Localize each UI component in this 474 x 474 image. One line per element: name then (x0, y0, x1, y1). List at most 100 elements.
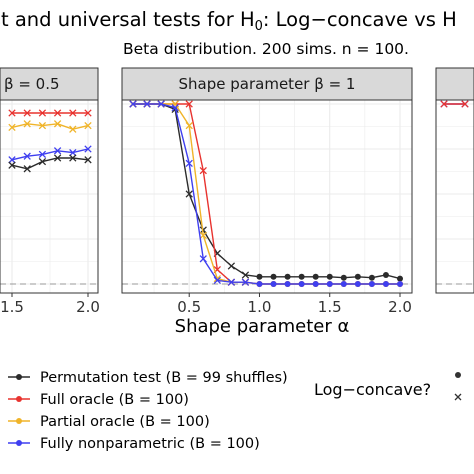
data-point (69, 125, 77, 133)
x-tick-label: 1.5 (318, 298, 342, 316)
data-point (38, 157, 47, 166)
legend-swatch-point (16, 374, 22, 380)
data-point (69, 148, 77, 157)
chart-subtitle: Beta distribution. 200 sims. n = 100. (123, 40, 409, 58)
legend-entry: Partial oracle (B = 100) (8, 414, 210, 430)
legend-marker-title: Log−concave? (314, 380, 431, 399)
panel-border (121, 99, 413, 294)
data-point (53, 147, 62, 155)
facet-panel-1: β = 0.5 1.5 2.0 (0, 67, 100, 316)
data-point (326, 273, 333, 280)
data-point (23, 109, 31, 117)
panel-strip-label: β = 0.5 (4, 75, 60, 93)
legend-entry-label: Partial oracle (B = 100) (40, 414, 210, 430)
data-point (53, 109, 62, 117)
data-point (270, 281, 277, 287)
data-point (397, 275, 403, 282)
panel-border (0, 99, 99, 294)
data-point (8, 109, 16, 117)
data-point (69, 109, 77, 117)
series-line (11, 123, 89, 130)
data-point (213, 276, 221, 285)
data-point (185, 159, 193, 168)
x-tick-label: 2.0 (388, 298, 412, 316)
legend-entry: Fully nonparametric (B = 100) (8, 436, 260, 452)
facet-panel-3 (435, 67, 474, 294)
data-point (461, 100, 469, 108)
data-point (241, 278, 250, 286)
data-point (8, 161, 16, 169)
data-point (8, 156, 16, 164)
data-point (312, 281, 319, 287)
data-point (368, 274, 375, 281)
data-point (199, 255, 207, 263)
data-point (23, 152, 31, 160)
legend-marker-dot (455, 372, 461, 378)
series-line (11, 148, 89, 161)
series-full (440, 100, 469, 108)
data-point (227, 262, 236, 270)
data-point (298, 273, 305, 280)
series-line (11, 157, 89, 170)
x-tick-label: 2.0 (76, 298, 100, 316)
data-point (157, 100, 165, 108)
data-point (84, 156, 92, 164)
data-point (284, 281, 291, 287)
data-point (38, 150, 47, 159)
panel-strip (435, 67, 474, 101)
x-tick-label: 1.5 (0, 298, 24, 316)
data-point (284, 273, 291, 280)
legend-swatch-point (16, 440, 22, 446)
panel-background (0, 100, 98, 293)
data-point (199, 231, 207, 240)
legend-entry-label: Permutation test (B = 99 shuffles) (40, 370, 288, 386)
data-point (256, 281, 263, 287)
legend-marker-cross (454, 393, 462, 401)
panel-strip-label: Shape parameter β = 1 (179, 75, 356, 93)
data-point (185, 100, 193, 108)
data-point (53, 154, 62, 162)
series-fully (129, 100, 403, 287)
data-point (38, 121, 47, 130)
data-point (69, 154, 77, 162)
panel-strip (0, 67, 99, 101)
facet-panels: β = 0.5 1.5 2.0 Shape parameter β = 1 0.5 1.0… (0, 67, 474, 316)
data-point (8, 123, 16, 132)
panel-strip (121, 67, 413, 101)
data-point (270, 273, 277, 280)
data-point (382, 272, 389, 278)
legend-entry: Permutation test (B = 99 shuffles) (8, 370, 288, 386)
data-point (227, 278, 236, 286)
data-point (38, 109, 47, 117)
data-point (129, 100, 137, 108)
data-point (326, 281, 333, 287)
legend: Permutation test (B = 99 shuffles) Full o… (8, 370, 462, 452)
data-point (171, 103, 179, 112)
series-fully (8, 145, 92, 164)
data-point (241, 271, 250, 279)
series-permutation (8, 154, 92, 173)
series-partial (8, 120, 92, 133)
data-point (199, 166, 207, 175)
data-point (382, 281, 389, 287)
data-point (256, 273, 263, 280)
data-point (340, 281, 347, 287)
data-point (23, 165, 31, 173)
data-point (23, 120, 31, 128)
data-point (397, 281, 403, 287)
legend-swatch-point (16, 396, 22, 402)
series-full (8, 109, 92, 117)
x-axis-label: Shape parameter α (175, 316, 350, 337)
legend-entry-label: Fully nonparametric (B = 100) (40, 436, 260, 452)
data-point (143, 100, 151, 108)
x-tick-label: 0.5 (177, 298, 201, 316)
data-point (354, 273, 361, 280)
data-point (53, 120, 62, 128)
data-point (84, 109, 92, 117)
data-point (185, 121, 193, 130)
data-point (354, 281, 361, 287)
data-point (440, 100, 448, 108)
data-point (298, 281, 305, 287)
panel-background (436, 100, 474, 293)
